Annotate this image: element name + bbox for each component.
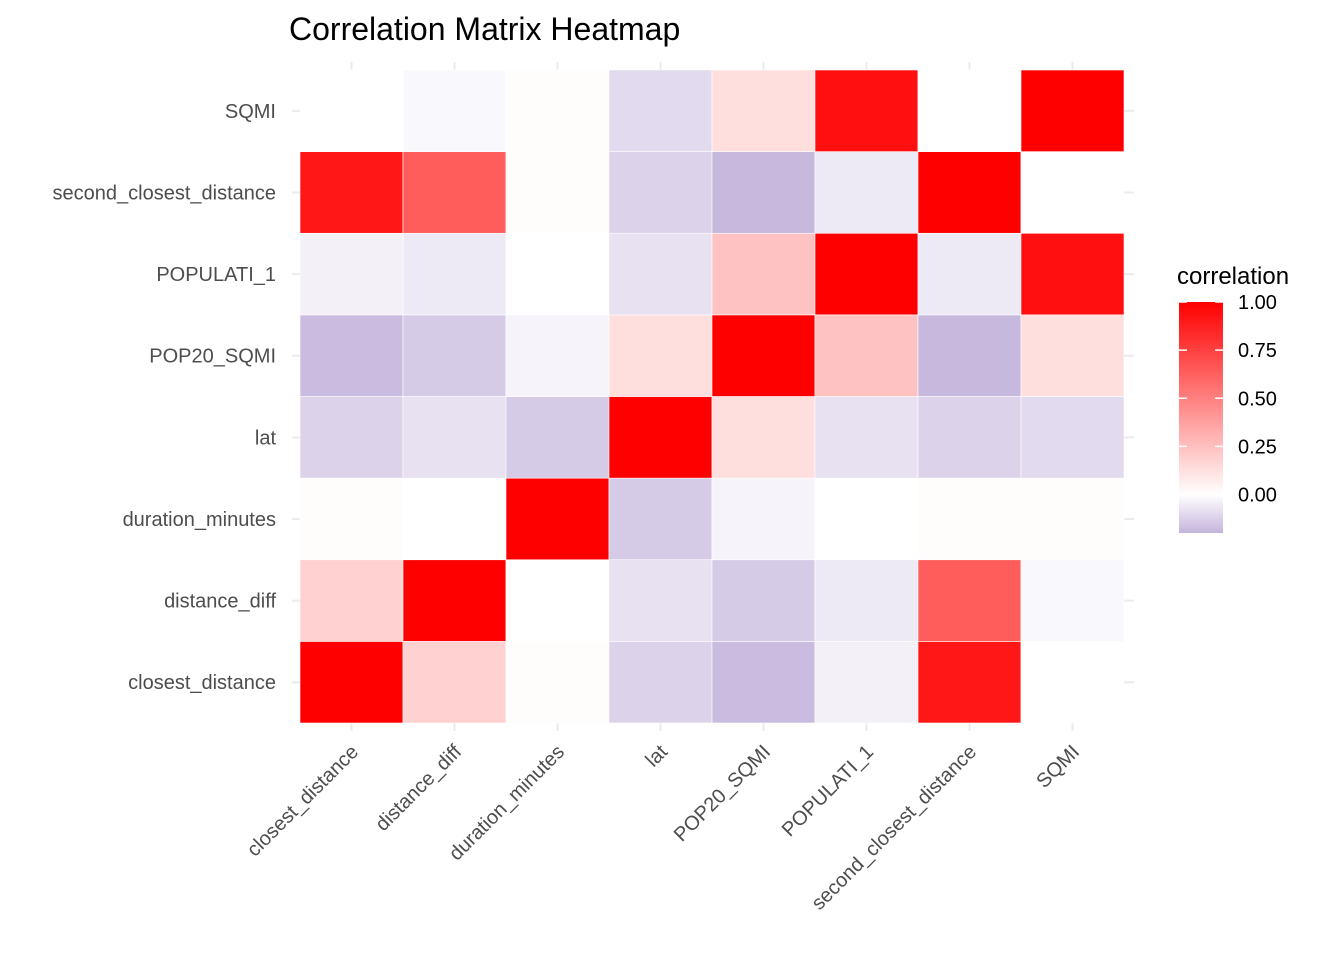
heatmap-cell: [402, 314, 507, 397]
x-axis-tick-labels: closest_distance distance_diffduration_mi…: [243, 741, 1084, 915]
x-tick-label: duration_minutes: [445, 741, 569, 865]
heatmap-cell: [917, 396, 1022, 479]
heatmap-cell: [505, 69, 610, 152]
heatmap-cell: [1020, 396, 1125, 479]
heatmap-cell: [505, 396, 610, 479]
heatmap-cell: [505, 641, 610, 724]
legend-title: correlation: [1177, 263, 1289, 290]
legend-tick-label: 0.25: [1238, 436, 1277, 458]
heatmap-cell: [299, 69, 404, 152]
heatmap-cell: [711, 314, 816, 397]
heatmap-cell: [814, 69, 919, 152]
heatmap-cell: [402, 641, 507, 724]
heatmap-cell: [814, 559, 919, 642]
heatmap-cell: [299, 396, 404, 479]
heatmap-cells: [299, 69, 1125, 724]
heatmap-cell: [711, 641, 816, 724]
heatmap-cell: [608, 151, 713, 234]
heatmap-cell: [299, 314, 404, 397]
heatmap-cell: [1020, 69, 1125, 152]
y-tick-label: POPULATI_1: [156, 264, 276, 286]
x-tick-label: closest_distance: [243, 741, 363, 861]
heatmap-cell: [814, 396, 919, 479]
heatmap-cell: [917, 477, 1022, 561]
x-tick-label: lat: [642, 741, 673, 772]
heatmap-cell: [917, 232, 1022, 316]
heatmap-cell: [1020, 232, 1125, 316]
heatmap-cell: [917, 69, 1022, 152]
heatmap-cell: [814, 314, 919, 397]
heatmap-cell: [608, 477, 713, 561]
heatmap-cell: [1020, 314, 1125, 397]
heatmap-cell: [299, 559, 404, 642]
x-tick-label: POPULATI_1: [778, 741, 878, 841]
heatmap-cell: [711, 232, 816, 316]
heatmap-cell: [814, 641, 919, 724]
heatmap-cell: [402, 477, 507, 561]
x-tick-label: POP20_SQMI: [670, 741, 775, 846]
heatmap-cell: [402, 559, 507, 642]
heatmap-cell: [711, 151, 816, 234]
legend-tick-label: 0.00: [1238, 485, 1277, 507]
y-tick-label: second_closest_distance: [53, 182, 276, 204]
y-tick-label: distance_diff: [164, 591, 276, 613]
heatmap-cell: [711, 396, 816, 479]
x-tick-label: second_closest_distance: [807, 741, 981, 915]
heatmap-cell: [505, 559, 610, 642]
heatmap-cell: [299, 477, 404, 561]
heatmap-cell: [1020, 641, 1125, 724]
heatmap-cell: [917, 314, 1022, 397]
y-tick-label: duration_minutes: [123, 509, 276, 531]
heatmap-cell: [814, 232, 919, 316]
heatmap-cell: [1020, 477, 1125, 561]
heatmap-cell: [402, 232, 507, 316]
heatmap-cell: [917, 641, 1022, 724]
chart-title: Correlation Matrix Heatmap: [289, 11, 680, 47]
heatmap-cell: [711, 559, 816, 642]
legend-color-bar: [1179, 302, 1223, 533]
heatmap-cell: [505, 151, 610, 234]
heatmap-cell: [299, 232, 404, 316]
heatmap-cell: [814, 477, 919, 561]
y-tick-label: lat: [255, 427, 277, 449]
y-tick-label: closest_distance: [128, 672, 276, 694]
x-tick-label: SQMI: [1032, 741, 1084, 793]
heatmap-cell: [402, 69, 507, 152]
legend: correlation 1.00 0.75 0.50 0.25 0.00: [1177, 263, 1289, 533]
heatmap-cell: [505, 477, 610, 561]
heatmap-cell: [608, 559, 713, 642]
heatmap-cell: [608, 641, 713, 724]
heatmap-cell: [608, 232, 713, 316]
heatmap-cell: [814, 151, 919, 234]
heatmap-cell: [402, 151, 507, 234]
heatmap-cell: [1020, 559, 1125, 642]
y-tick-label: SQMI: [225, 101, 276, 123]
heatmap-cell: [299, 641, 404, 724]
heatmap-cell: [402, 396, 507, 479]
x-tick-label: distance_diff: [371, 741, 466, 836]
heatmap-cell: [505, 314, 610, 397]
legend-tick-label: 0.50: [1238, 388, 1277, 410]
y-axis-tick-labels: closest_distance distance_diff duration_mi…: [53, 101, 277, 694]
legend-tick-label: 1.00: [1238, 292, 1277, 314]
heatmap-cell: [608, 69, 713, 152]
heatmap-cell: [505, 232, 610, 316]
heatmap-cell: [608, 314, 713, 397]
heatmap-cell: [917, 559, 1022, 642]
heatmap-cell: [917, 151, 1022, 234]
heatmap-cell: [711, 69, 816, 152]
legend-tick-label: 0.75: [1238, 340, 1277, 362]
heatmap-cell: [1020, 151, 1125, 234]
heatmap-cell: [299, 151, 404, 234]
heatmap-cell: [608, 396, 713, 479]
heatmap-cell: [711, 477, 816, 561]
y-tick-label: POP20_SQMI: [149, 346, 276, 368]
